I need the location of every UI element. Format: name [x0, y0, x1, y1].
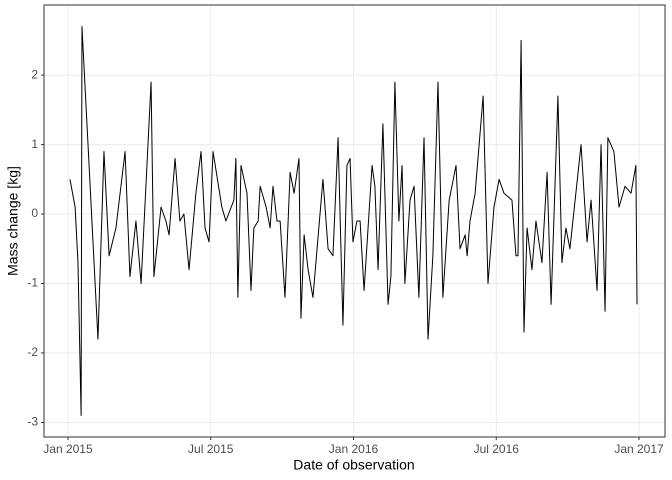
y-tick-label: -1	[27, 276, 38, 290]
y-tick-label: 0	[31, 206, 38, 220]
y-axis-title: Mass change [kg]	[5, 166, 21, 276]
panel-border	[43, 4, 666, 438]
x-tick-label: Jan 2015	[43, 442, 93, 456]
x-tick-label: Jan 2017	[614, 442, 664, 456]
data-line	[69, 26, 638, 416]
y-tick-label: -3	[27, 415, 38, 429]
y-tick-label: -2	[27, 345, 38, 359]
x-tick-label: Jul 2016	[474, 442, 520, 456]
x-axis-title: Date of observation	[293, 457, 414, 473]
y-tick-label: 1	[31, 137, 38, 151]
x-tick-label: Jan 2016	[329, 442, 379, 456]
x-tick-label: Jul 2015	[188, 442, 234, 456]
y-tick-label: 2	[31, 67, 38, 81]
